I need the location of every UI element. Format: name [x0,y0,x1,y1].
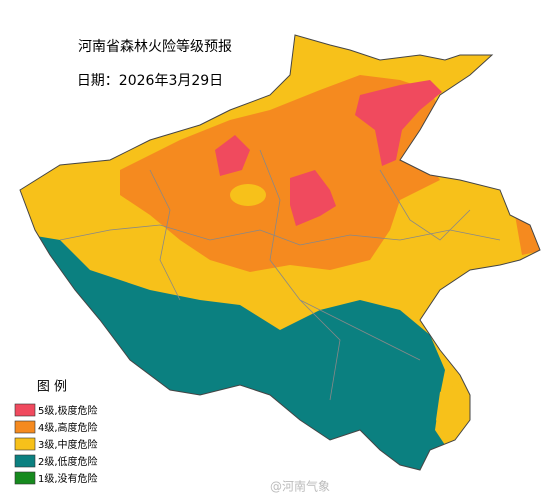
legend-swatch [14,454,36,468]
legend-swatch [14,437,36,451]
legend: 5级,极度危险 4级,高度危险 3级,中度危险 2级,低度危险 1级,没有危险 [14,403,98,485]
legend-label: 2级,低度危险 [38,455,98,468]
legend-swatch [14,403,36,417]
legend-swatch [14,420,36,434]
legend-label: 3级,中度危险 [38,438,98,451]
legend-label: 1级,没有危险 [38,472,98,485]
watermark: @河南气象 [270,479,330,494]
boundaries [19,34,541,471]
map-date: 日期：2026年3月29日 [77,73,223,89]
legend-swatch [14,471,36,485]
region-level4 [120,75,440,272]
province-border [19,34,541,471]
region-level5 [290,170,336,226]
legend-label: 4级,高度危险 [38,421,98,434]
map-title: 河南省森林火险等级预报 [78,38,232,55]
region-level5 [215,135,250,176]
region-level5 [355,80,442,166]
city-border [149,149,471,401]
legend-label: 5级,极度危险 [38,404,98,417]
legend-title: 图 例 [37,380,67,395]
city-border [59,224,501,246]
region-level3 [230,184,266,206]
